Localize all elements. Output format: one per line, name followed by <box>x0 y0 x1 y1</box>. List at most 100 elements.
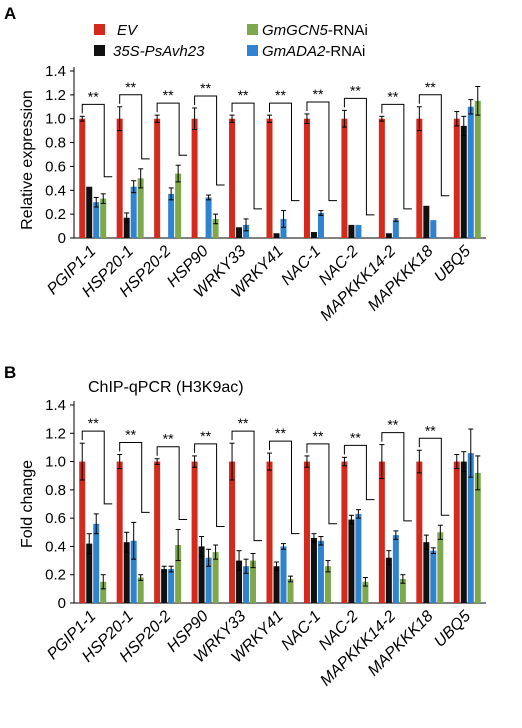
bar-gmgcn5-rnai <box>437 532 444 603</box>
significance-bracket <box>81 103 113 178</box>
significance-label: ** <box>425 422 436 438</box>
bar-35s-psavh23 <box>273 233 280 238</box>
bar-gmada2-rnai <box>355 513 362 603</box>
significance-bracket <box>306 443 337 525</box>
significance-bracket <box>231 430 263 542</box>
significance-bracket <box>156 446 188 520</box>
bar-ev <box>341 118 348 238</box>
bar-gmada2-rnai <box>317 212 324 238</box>
bar-gmada2-rnai <box>280 546 287 603</box>
bar-gmada2-rnai <box>168 193 175 238</box>
bar-35s-psavh23 <box>86 543 93 603</box>
bar-ev <box>79 118 86 238</box>
bar-35s-psavh23 <box>236 560 243 603</box>
bar-ev <box>378 461 385 603</box>
bar-gmgcn5-rnai <box>212 218 219 238</box>
bar-35s-psavh23 <box>86 186 93 238</box>
significance-label: ** <box>313 428 324 444</box>
bar-35s-psavh23 <box>385 233 392 238</box>
bar-ev <box>266 461 273 603</box>
bar-gmada2-rnai <box>93 202 100 238</box>
bar-gmada2-rnai <box>130 540 137 603</box>
bar-gmgcn5-rnai <box>100 198 107 238</box>
legend-label-ev: EV <box>117 22 139 39</box>
significance-bracket <box>343 444 375 501</box>
bar-ev <box>416 118 423 238</box>
y-tick-label: 1.2 <box>45 425 66 442</box>
significance-label: ** <box>125 79 136 95</box>
bar-ev <box>154 118 161 238</box>
significance-bracket <box>306 101 337 202</box>
significance-bracket <box>81 430 113 505</box>
bar-gmada2-rnai <box>317 540 324 603</box>
significance-bracket <box>269 440 300 535</box>
significance-label: ** <box>163 87 174 103</box>
bar-ev <box>79 461 86 603</box>
significance-label: ** <box>200 80 211 96</box>
significance-bracket <box>381 103 412 210</box>
significance-label: ** <box>238 415 249 431</box>
significance-bracket <box>381 432 412 522</box>
legend-label-psavh23: 35S-PsAvh23 <box>113 43 205 60</box>
significance-bracket <box>343 97 375 216</box>
y-tick-label: 0.6 <box>45 510 66 527</box>
bar-gmada2-rnai <box>355 224 362 238</box>
legend-swatch-ada2 <box>247 45 258 56</box>
bar-gmgcn5-rnai <box>175 545 182 603</box>
bar-ev <box>191 118 198 238</box>
legend-label-gcn5: GmGCN5-RNAi <box>262 22 368 39</box>
legend-label-gcn5-suffix: -RNAi <box>328 22 368 39</box>
panel-label-a: A <box>4 4 16 23</box>
category-label: UBQ5 <box>431 608 474 651</box>
category-label: NAC-1 <box>278 608 324 654</box>
significance-label: ** <box>125 427 136 443</box>
y-tick-label: 1.4 <box>45 63 66 80</box>
y-tick-label: 0.8 <box>45 482 66 499</box>
bar-gmada2-rnai <box>467 106 474 239</box>
y-tick-label: 0.6 <box>45 158 66 175</box>
y-tick-label: 0.4 <box>45 182 66 199</box>
bar-gmada2-rnai <box>243 224 250 238</box>
bar-ev <box>116 461 123 603</box>
bar-ev <box>116 118 123 238</box>
significance-bracket <box>418 437 450 516</box>
significance-bracket <box>194 443 225 528</box>
bar-35s-psavh23 <box>348 224 355 238</box>
y-axis-title-a: Relative expression <box>19 90 36 230</box>
bar-gmada2-rnai <box>168 569 175 603</box>
bar-gmgcn5-rnai <box>474 100 481 238</box>
bar-gmgcn5-rnai <box>362 581 369 603</box>
bar-gmada2-rnai <box>205 197 212 238</box>
significance-label: ** <box>275 87 286 103</box>
bar-gmgcn5-rnai <box>287 578 294 603</box>
significance-bracket <box>156 102 188 156</box>
significance-bracket <box>418 94 450 197</box>
bar-35s-psavh23 <box>310 537 317 603</box>
legend-label-gcn5-gene: GmGCN5 <box>262 22 328 39</box>
significance-label: ** <box>200 428 211 444</box>
y-axis-title-b: Fold change <box>19 460 36 548</box>
significance-bracket <box>119 94 150 160</box>
bar-ev <box>453 461 460 603</box>
significance-label: ** <box>350 429 361 445</box>
y-tick-label: 0.8 <box>45 135 66 152</box>
significance-label: ** <box>387 417 398 433</box>
bar-gmada2-rnai <box>130 186 137 238</box>
bar-35s-psavh23 <box>348 519 355 603</box>
bar-ev <box>378 118 385 238</box>
legend: EV 35S-PsAvh23 GmGCN5-RNAi GmADA2-RNAi <box>94 22 368 60</box>
bar-ev <box>191 461 198 603</box>
bar-gmada2-rnai <box>280 218 287 238</box>
significance-label: ** <box>425 79 436 95</box>
legend-swatch-psavh23 <box>94 45 105 56</box>
significance-label: ** <box>350 82 361 98</box>
chart-a: 00.20.40.60.81.01.21.4**PGIP1-1**HSP20-1… <box>44 63 486 325</box>
bar-gmgcn5-rnai <box>212 552 219 603</box>
bar-ev <box>303 118 310 238</box>
category-label: NAC-1 <box>278 243 324 289</box>
bar-gmada2-rnai <box>430 220 437 238</box>
category-label: UBQ5 <box>431 243 474 286</box>
bar-ev <box>229 118 236 238</box>
legend-swatch-ev <box>94 24 105 35</box>
bar-gmgcn5-rnai <box>137 178 144 238</box>
